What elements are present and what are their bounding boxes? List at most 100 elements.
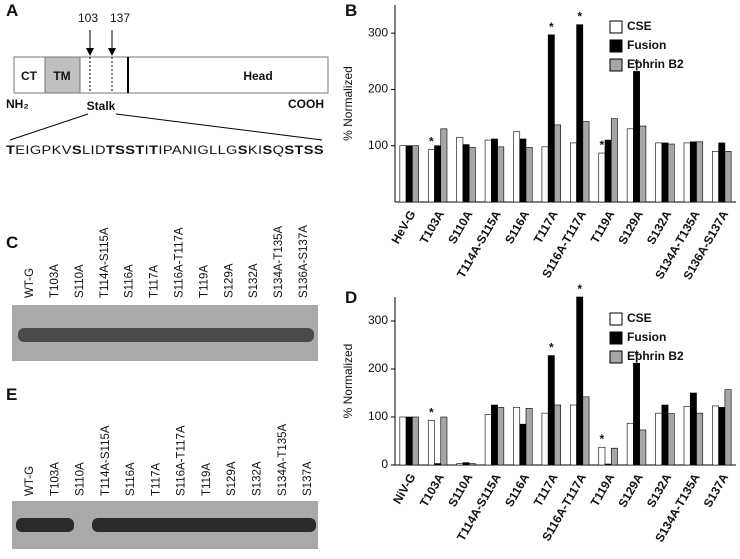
stalk-label: Stalk xyxy=(87,99,116,113)
bar xyxy=(468,463,476,466)
significance-star: * xyxy=(549,341,554,355)
lane-label: T114A-S115A xyxy=(99,227,111,298)
site-number: 137 xyxy=(110,11,130,25)
sequence-part: TSST xyxy=(106,145,145,157)
sequence-part: T xyxy=(6,145,15,157)
significance-star: * xyxy=(634,56,639,70)
legend-label: Ephrin B2 xyxy=(627,349,684,363)
bar xyxy=(689,392,697,466)
bar xyxy=(610,447,618,466)
bar xyxy=(547,34,555,203)
sequence-part: T xyxy=(149,145,158,157)
bar xyxy=(399,416,407,466)
bar xyxy=(633,71,640,203)
x-tick-label: T119A xyxy=(588,471,618,509)
bar xyxy=(626,422,634,466)
x-tick-label: NiV-G xyxy=(390,471,418,506)
sequence-part: KI xyxy=(248,145,263,157)
c-terminus: COOH xyxy=(288,97,324,111)
y-axis-label: % Normalized xyxy=(341,344,355,419)
bar xyxy=(456,136,464,203)
bar xyxy=(554,404,561,466)
lane-label: S129A xyxy=(226,461,238,496)
legend-label: Fusion xyxy=(627,330,666,344)
lane-label: T117A xyxy=(149,265,161,298)
panel-letter: D xyxy=(345,288,357,307)
lane-label: WT-G xyxy=(24,268,36,298)
bar xyxy=(683,142,691,203)
bar xyxy=(582,396,590,466)
arrow-head xyxy=(86,48,94,56)
x-tick-label: S110A xyxy=(445,208,475,246)
x-tick-label: S129A xyxy=(615,208,646,247)
sequence-part: Q xyxy=(273,145,285,157)
bar xyxy=(576,296,584,466)
lane-label: S136A-S137A xyxy=(298,225,310,298)
sequence-part: I xyxy=(145,145,149,157)
bar xyxy=(696,141,704,203)
bar xyxy=(412,416,419,466)
domain-label: TM xyxy=(53,69,70,83)
sequence-part: LID xyxy=(82,145,106,157)
x-tick-label: S132A xyxy=(644,208,675,247)
lane-label: T119A xyxy=(201,463,213,496)
x-tick-label: S132A xyxy=(644,471,675,510)
bar xyxy=(484,414,492,466)
y-tick-label: 200 xyxy=(368,361,388,375)
bar xyxy=(462,144,470,203)
lane-labels: WT-G T103A S110A T114A-S115A S116A T117A S116A… xyxy=(24,423,314,496)
legend-swatch xyxy=(609,58,623,72)
bar xyxy=(497,407,505,466)
y-tick-label: 200 xyxy=(368,82,388,96)
bar xyxy=(547,355,555,466)
bar xyxy=(427,149,435,203)
site-number: 103 xyxy=(78,11,98,25)
bar xyxy=(570,142,577,203)
significance-star: * xyxy=(577,282,582,296)
bar xyxy=(639,429,647,466)
lane-label: S110A xyxy=(74,264,86,298)
significance-star: * xyxy=(577,10,582,24)
bar xyxy=(582,121,590,203)
x-tick-label: T117A xyxy=(531,471,561,509)
lane-label: T114A-S115A xyxy=(100,425,112,496)
y-axis-label: % Normalized xyxy=(341,66,355,141)
zoom-line xyxy=(115,113,323,141)
bar xyxy=(405,416,413,466)
x-tick-label: S116A xyxy=(502,471,532,509)
significance-star: * xyxy=(429,135,434,149)
bar xyxy=(434,145,442,203)
bar xyxy=(655,412,663,466)
domain-label: CT xyxy=(21,69,38,83)
bar xyxy=(724,389,732,466)
n-terminus: NH₂ xyxy=(6,97,29,111)
lane-label: S116A-T117A xyxy=(176,425,188,496)
bar xyxy=(718,142,726,203)
bar xyxy=(525,408,533,466)
bar xyxy=(610,118,618,203)
bar xyxy=(412,145,419,203)
y-tick-label: 300 xyxy=(368,25,388,39)
sequence-part: S xyxy=(262,145,272,157)
bar xyxy=(718,407,726,466)
lane-label: WT-G xyxy=(24,466,36,496)
bar xyxy=(497,146,505,203)
y-tick-label: 0 xyxy=(381,457,388,471)
bar xyxy=(541,146,549,203)
lane-label: S116A xyxy=(124,264,136,298)
bar xyxy=(570,404,577,466)
lane-labels: WT-G T103A S110A T114A-S115A S116A T117A S116A… xyxy=(24,225,310,298)
x-tick-label: S129A xyxy=(615,471,646,510)
lane-label: S132A xyxy=(248,263,260,298)
significance-star: * xyxy=(634,348,639,362)
bar xyxy=(456,463,464,466)
legend-swatch xyxy=(609,312,623,326)
blot-band xyxy=(18,328,314,342)
lane-label: S137A xyxy=(302,461,314,496)
bar xyxy=(724,151,732,203)
sequence-part: IPANIGLLG xyxy=(158,145,237,157)
x-tick-label: T119A xyxy=(588,208,618,246)
x-tick-label: T103A xyxy=(417,208,447,246)
bar xyxy=(468,147,476,203)
